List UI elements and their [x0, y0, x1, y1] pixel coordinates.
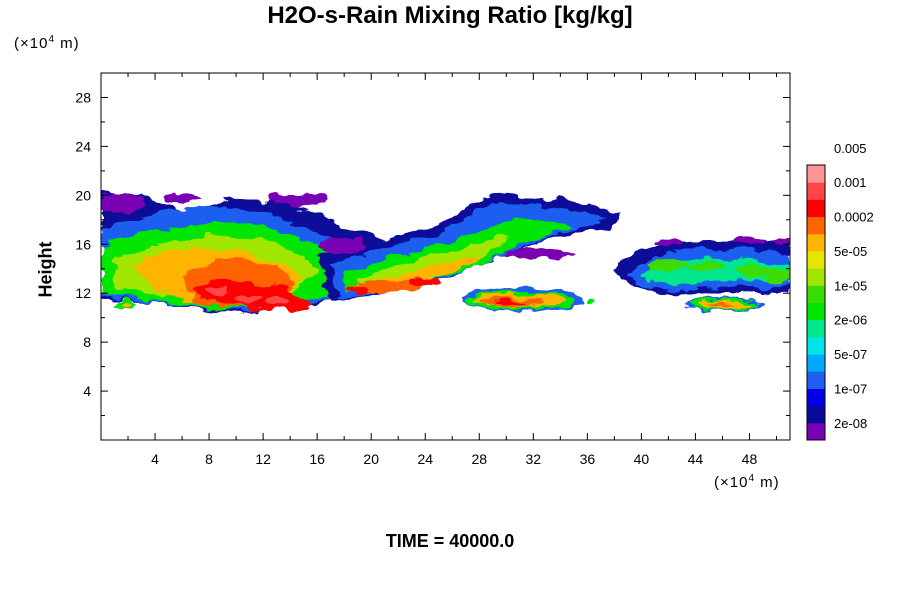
x-tick-label: 20 [363, 451, 379, 467]
colorbar-label: 1e-05 [834, 278, 867, 293]
x-tick-label: 4 [151, 451, 159, 467]
contour-level [357, 234, 513, 291]
y-tick-label: 28 [75, 89, 91, 105]
colorbar-swatch [807, 199, 825, 218]
plot-frame [100, 72, 791, 441]
contour-level [205, 285, 227, 296]
colorbar-label: 1e-07 [834, 381, 867, 396]
y-axis: 4 8 12 16 20 24 28 [75, 89, 790, 417]
colorbar-label: 0.0002 [834, 210, 874, 225]
colorbar-swatch [807, 336, 825, 355]
x-tick-label: 28 [471, 451, 487, 467]
x-tick-label: 40 [634, 451, 650, 467]
colorbar-swatch [807, 165, 825, 183]
colorbar-frame [806, 164, 826, 441]
contour-level [164, 191, 200, 204]
contour-level [653, 238, 684, 246]
y-tick-label: 8 [83, 334, 91, 350]
contour-level [494, 299, 524, 305]
contour-level [731, 235, 768, 244]
time-label: TIME = 40000.0 [385, 531, 515, 551]
contour-level [586, 296, 594, 303]
x-tick-label: 12 [255, 451, 271, 467]
colorbar-swatch [807, 182, 825, 200]
mixing-ratio-field [101, 191, 790, 314]
colorbar-label: 2e-06 [834, 313, 867, 328]
contour-level [268, 192, 326, 208]
y-tick-label: 12 [75, 285, 91, 301]
y-tick-label: 16 [75, 236, 91, 252]
colorbar-swatch [807, 250, 825, 269]
contour-level [768, 272, 790, 285]
colorbar-swatch [807, 302, 825, 321]
colorbar-swatch [807, 268, 825, 286]
chart-title: H2O-s-Rain Mixing Ratio [kg/kg] [267, 2, 633, 29]
contour-level [318, 239, 365, 255]
colorbar-swatch [807, 354, 825, 372]
x-tick-label: 36 [580, 451, 596, 467]
y-tick-label: 24 [75, 138, 91, 154]
colorbar-label: 0.005 [834, 141, 867, 156]
y-axis-unit: (×104 m) [14, 34, 80, 52]
x-axis-unit: (×104 m) [714, 473, 780, 491]
x-tick-label: 48 [742, 451, 758, 467]
colorbar: 2e-08 1e-07 5e-07 2e-06 1e-05 5e-05 0.0002 0.00… [806, 141, 874, 441]
colorbar-swatch [807, 388, 825, 407]
colorbar-label: 5e-05 [834, 244, 867, 259]
contour-level [688, 260, 724, 273]
contour-level [504, 249, 576, 259]
contour-layers [101, 191, 790, 314]
contour-level [265, 296, 288, 305]
colorbar-swatch [807, 422, 825, 441]
contour-level [737, 265, 776, 277]
x-tick-label: 32 [526, 451, 542, 467]
colorbar-swatch [807, 285, 825, 303]
colorbar-swatch [807, 233, 825, 252]
x-tick-label: 44 [688, 451, 704, 467]
contour-level [345, 285, 370, 294]
contour-level [371, 254, 486, 289]
contour-level [409, 277, 442, 287]
contour-level [119, 302, 131, 309]
x-tick-label: 24 [417, 451, 433, 467]
x-tick-label: 8 [205, 451, 213, 467]
colorbar-swatch [807, 216, 825, 235]
colorbar-label: 0.001 [834, 175, 867, 190]
colorbar-label: 2e-08 [834, 416, 867, 431]
x-axis: 4 8 12 16 20 24 28 32 36 40 44 48 [127, 73, 777, 467]
x-tick-label: 16 [309, 451, 325, 467]
y-tick-label: 4 [83, 383, 91, 399]
contour-level [708, 302, 731, 307]
colorbar-swatch [807, 405, 825, 424]
colorbar-label: 5e-07 [834, 347, 867, 362]
contour-level [233, 293, 261, 303]
colorbar-swatch [807, 319, 825, 338]
contour-level [648, 258, 689, 272]
contour-level [101, 194, 145, 214]
y-tick-label: 20 [75, 187, 91, 203]
colorbar-swatch [807, 371, 825, 389]
contour-level [775, 238, 790, 246]
